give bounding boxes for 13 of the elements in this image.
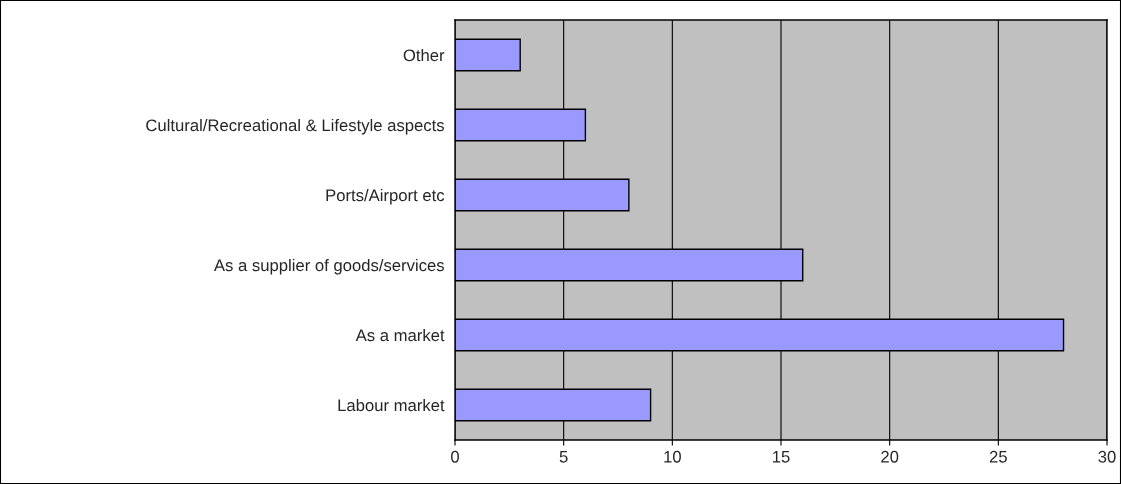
x-tick-label: 25 [989,450,1007,463]
x-tick-label: 15 [773,451,790,463]
y-tick-label: Labour market [338,398,445,412]
y-tick-label: As a market [355,328,445,342]
x-tick-label: 10 [664,450,681,463]
y-tick-label: As a supplier of goods/services [213,258,444,275]
y-tick-label: Ports/Airport etc [326,188,445,205]
y-tick-label: Cultural/Recreational & Lifestyle aspects [146,118,444,135]
x-tick-label: 20 [881,450,899,463]
x-tick-label: 30 [1098,450,1116,463]
y-tick-label: Other [403,48,445,62]
x-tick-label: 5 [559,451,568,463]
x-tick-label: 0 [451,450,459,463]
